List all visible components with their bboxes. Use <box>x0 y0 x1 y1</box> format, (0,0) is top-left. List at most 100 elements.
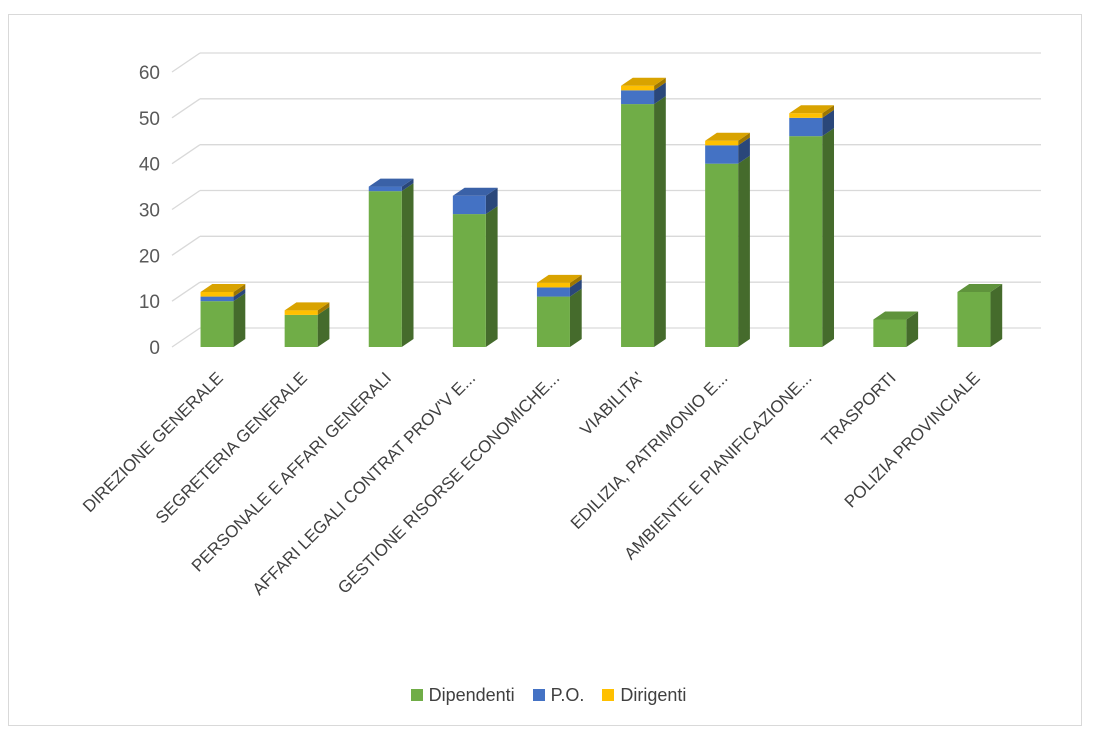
bar-side-dirigenti <box>233 284 246 297</box>
y-tick-label: 0 <box>149 338 160 359</box>
bar-dipendenti <box>705 163 739 347</box>
bar-stack <box>452 187 498 347</box>
legend-item-dirigenti: Dirigenti <box>602 685 686 706</box>
legend-swatch-dipendenti <box>410 689 423 701</box>
bar-stack <box>789 105 835 347</box>
y-tick-label: 20 <box>139 246 160 267</box>
legend-swatch-po <box>532 689 545 701</box>
bar-top <box>368 178 414 187</box>
y-tick-label: 50 <box>139 109 160 130</box>
gridline-depth <box>171 98 201 119</box>
bar-dirigenti <box>200 292 234 297</box>
x-category-label: AMBIENTE E PIANIFICAZIONE... <box>620 368 815 563</box>
gridline-depth <box>171 281 201 302</box>
bar-side-po <box>738 137 750 164</box>
legend-swatch-dirigenti <box>602 689 615 701</box>
bar-side-dipendenti <box>990 284 1003 347</box>
x-category-label: VIABILITA' <box>576 368 647 439</box>
legend-label-po: P.O. <box>550 684 585 705</box>
bar-side-dipendenti <box>485 206 498 347</box>
bar-po <box>621 90 655 105</box>
bar-side-dirigenti <box>569 274 582 288</box>
bar-dipendenti <box>621 104 655 347</box>
bar-stack <box>536 274 582 347</box>
bar-top <box>705 132 750 141</box>
bar-stack <box>368 178 414 347</box>
bar-po <box>789 117 823 137</box>
x-category-label: SEGRETERIA GENERALE <box>152 368 311 527</box>
gridline-depth <box>171 189 201 211</box>
gridline-depth <box>171 144 201 165</box>
bar-side-dirigenti <box>738 132 750 146</box>
bar-stack <box>621 77 666 347</box>
legend: Dipendenti P.O. Dirigenti <box>0 680 1097 710</box>
gridline-depth <box>171 327 201 348</box>
bar-dipendenti <box>200 301 234 347</box>
bar-side-dipendenti <box>822 128 835 347</box>
x-category-label: TRASPORTI <box>818 368 900 450</box>
y-tick-label: 40 <box>139 155 160 176</box>
bar-side-dipendenti <box>233 293 246 347</box>
bar-stack <box>873 311 919 347</box>
x-category-label: DIREZIONE GENERALE <box>79 368 227 516</box>
bar-side-po <box>401 178 414 192</box>
gridline-depth <box>171 235 201 256</box>
bar-side-po <box>569 279 582 297</box>
x-category-label: EDILIZIA, PATRIMONIO E... <box>567 368 732 533</box>
bar-stack <box>284 302 330 347</box>
y-tick-label: 30 <box>139 201 160 222</box>
bar-side-po <box>822 109 835 137</box>
y-tick-label: 60 <box>139 63 160 84</box>
bar-dirigenti <box>284 310 318 315</box>
bar-dipendenti <box>789 136 823 347</box>
bar-top <box>789 105 835 114</box>
bar-top <box>873 311 919 320</box>
bar-side-dipendenti <box>906 311 919 347</box>
bar-side-dirigenti <box>317 302 330 315</box>
bar-dipendenti <box>873 319 907 347</box>
x-category-label: POLIZIA PROVINCIALE <box>841 368 984 511</box>
bar-side-dipendenti <box>738 155 750 347</box>
bar-po <box>452 195 486 215</box>
bar-top <box>621 77 666 86</box>
bar-stack <box>705 132 750 347</box>
legend-label-dipendenti: Dipendenti <box>428 684 515 705</box>
bar-po <box>536 287 570 297</box>
bar-side-po <box>485 187 498 215</box>
bar-dirigenti <box>536 282 570 288</box>
y-tick-label: 10 <box>139 292 160 313</box>
bar-stack <box>957 284 1003 347</box>
bar-dipendenti <box>368 191 402 347</box>
bar-side-dirigenti <box>822 105 835 118</box>
bar-side-dipendenti <box>401 183 414 347</box>
bar-top <box>200 284 246 292</box>
bar-dipendenti <box>284 314 318 347</box>
chart-frame <box>8 14 1082 726</box>
bar-top <box>452 187 498 196</box>
bar-side-dipendenti <box>569 288 582 347</box>
bar-dipendenti <box>452 214 486 347</box>
bar-po <box>368 186 402 192</box>
bar-po <box>705 145 739 164</box>
bar-top <box>536 274 582 283</box>
bars <box>200 77 1003 347</box>
bar-stack <box>200 284 246 347</box>
bar-top <box>284 302 330 311</box>
bar-po <box>200 296 234 302</box>
bar-side-po <box>233 288 246 302</box>
y-axis-ticks: 0 10 20 30 40 50 60 <box>139 63 160 359</box>
bar-side-dipendenti <box>654 96 666 347</box>
legend-item-po: P.O. <box>532 684 585 706</box>
bar-side-dipendenti <box>317 306 330 347</box>
bar-dirigenti <box>789 113 823 118</box>
bar-top <box>957 284 1003 292</box>
bar-dipendenti <box>957 292 991 347</box>
bar-side-dirigenti <box>654 77 666 91</box>
legend-label-dirigenti: Dirigenti <box>620 684 687 705</box>
bar-dipendenti <box>536 296 570 347</box>
legend-item-dipendenti: Dipendenti <box>410 684 515 706</box>
bar-dirigenti <box>621 85 655 91</box>
gridline-depth <box>171 52 201 73</box>
